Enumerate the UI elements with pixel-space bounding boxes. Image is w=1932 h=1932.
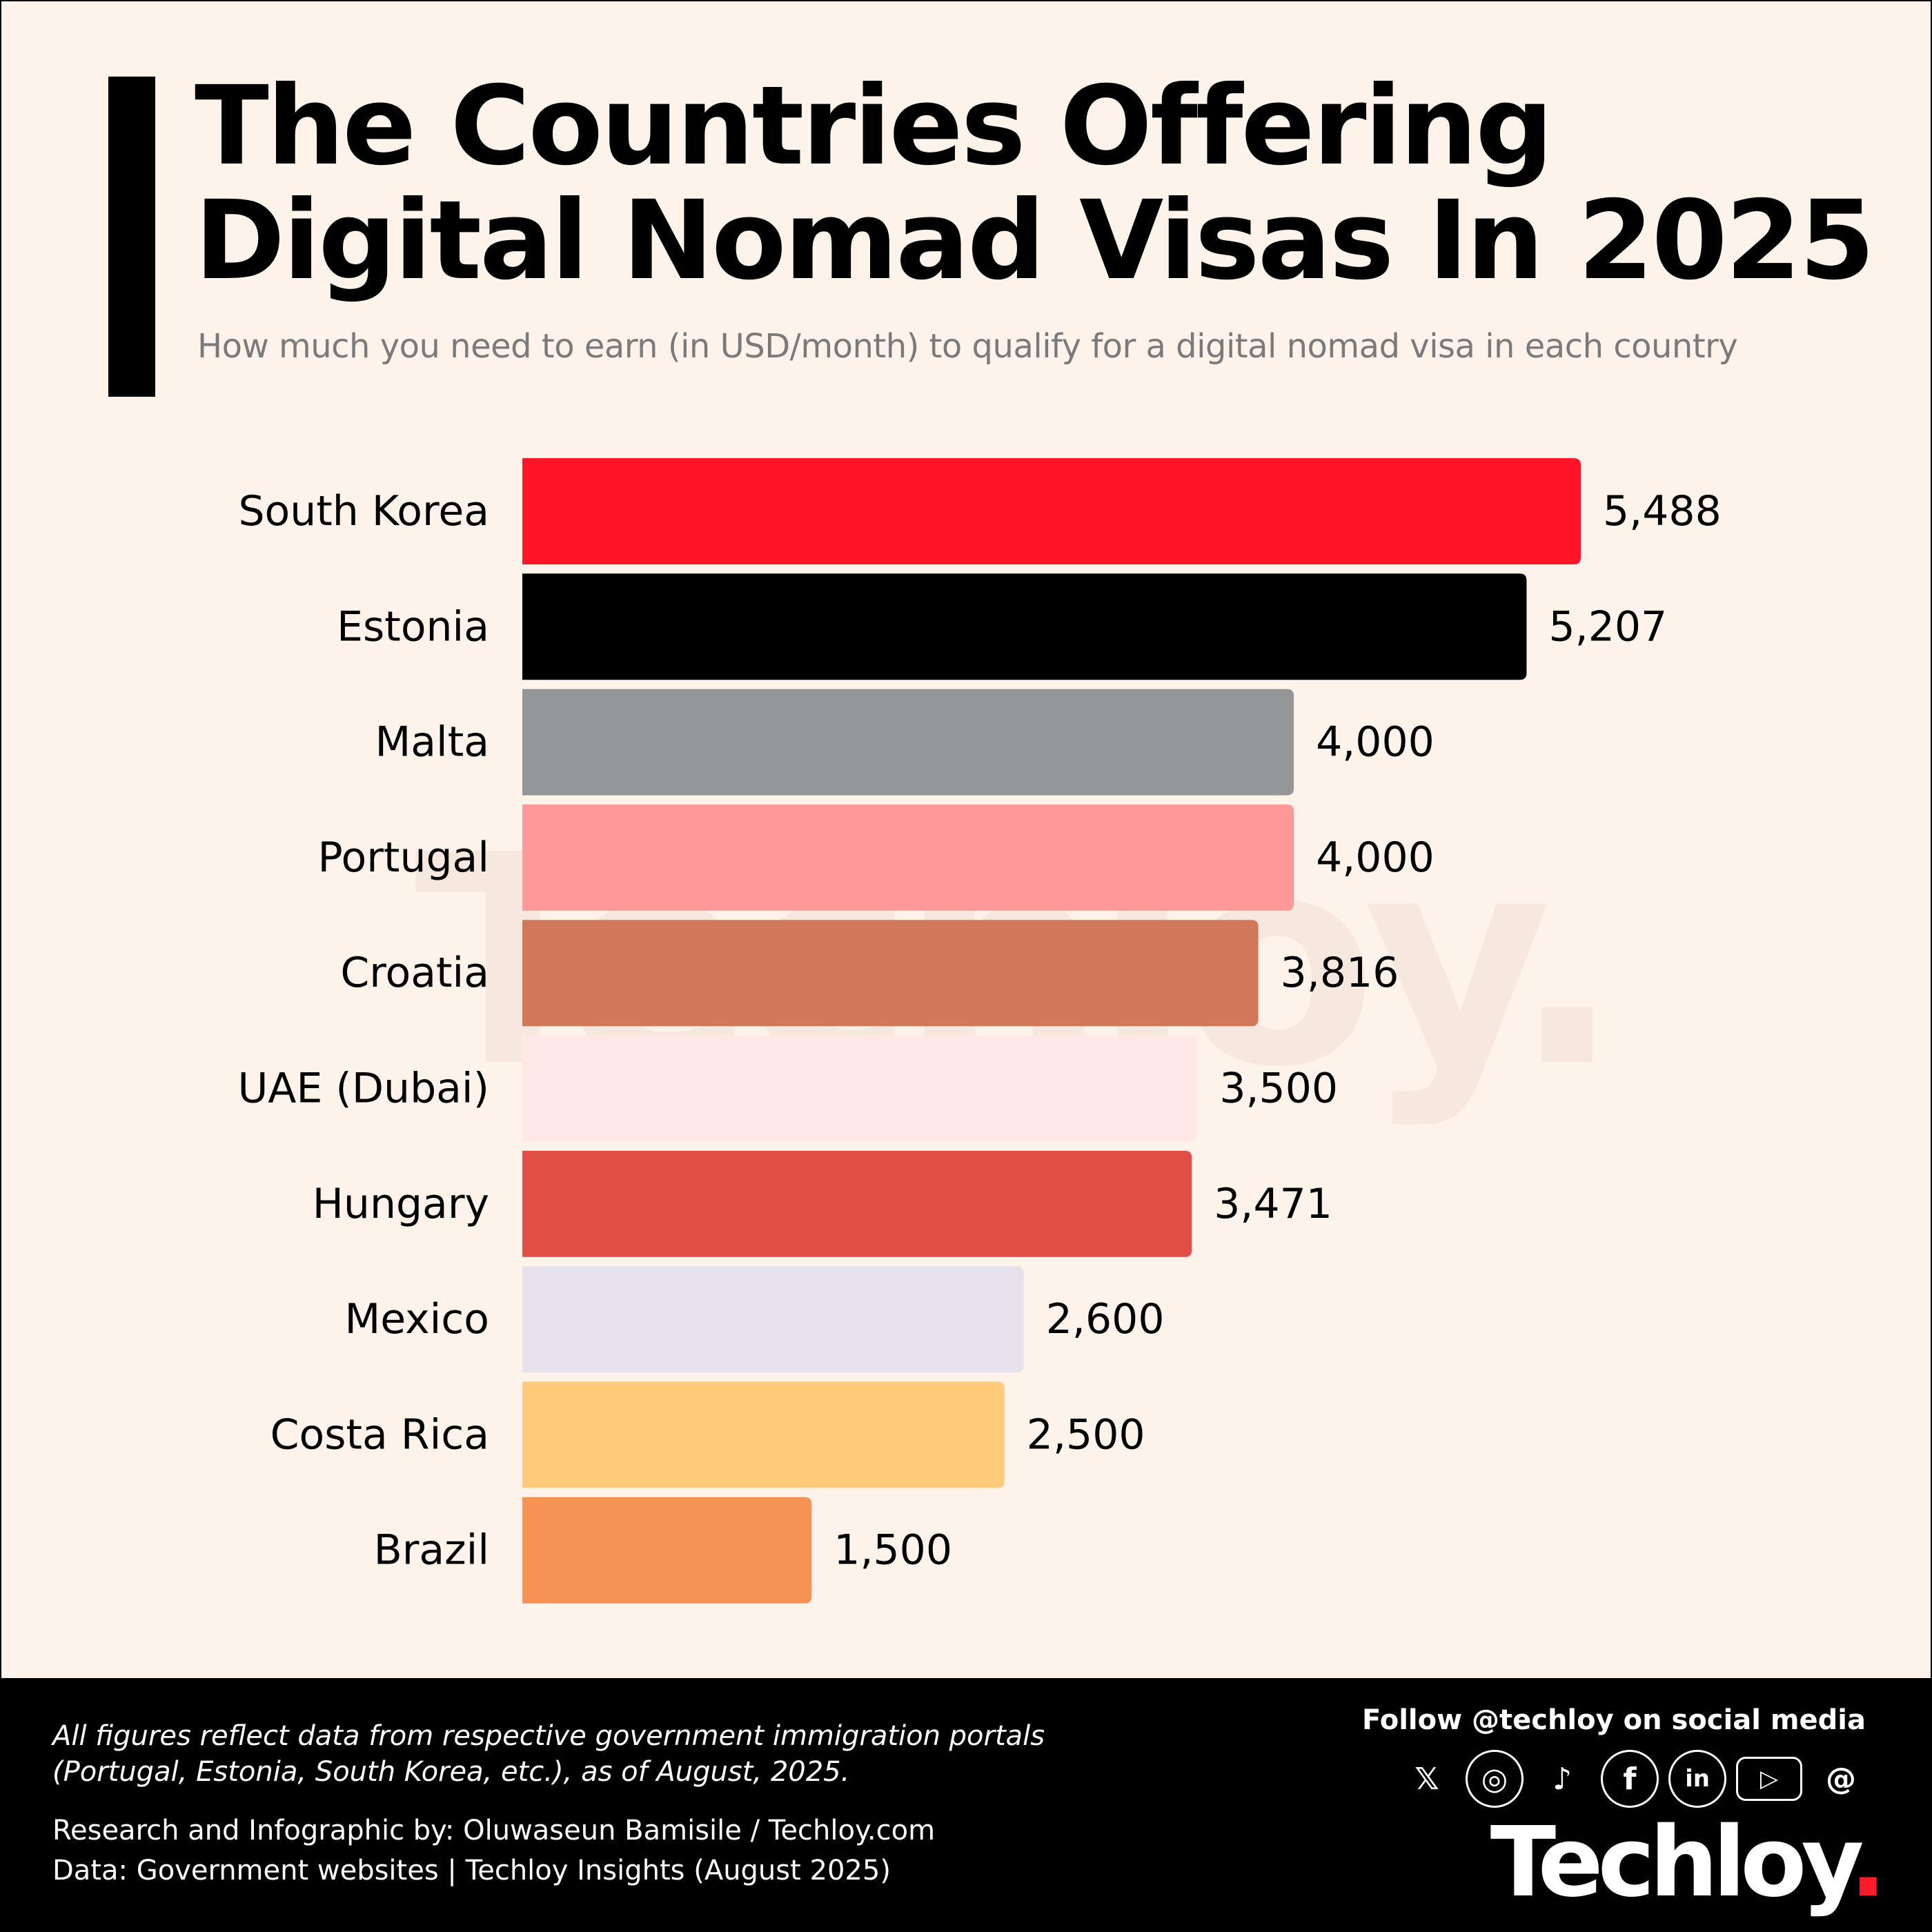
category-label: Costa Rica — [270, 1410, 489, 1459]
bar-portugal — [522, 804, 1294, 911]
value-label: 4,000 — [1316, 834, 1435, 882]
social-icons: 𝕏 ◎ ♪ f in ▷ @ — [1398, 1750, 1870, 1808]
category-label: Portugal — [318, 834, 490, 882]
bar-chart: South Korea 5,488 Estonia 5,207 Malta 4,000 Po… — [237, 458, 1722, 1604]
bar-south-korea — [522, 458, 1581, 564]
value-label: 5,488 — [1603, 487, 1722, 535]
note-line-2: (Portugal, Estonia, South Korea, etc.), … — [52, 1756, 850, 1788]
tiktok-icon[interactable]: ♪ — [1552, 1761, 1573, 1797]
bar-uae-dubai — [522, 1035, 1198, 1142]
value-label: 3,500 — [1219, 1065, 1338, 1113]
title-line-2: Digital Nomad Visas In 2025 — [195, 177, 1875, 304]
youtube-icon[interactable]: ▷ — [1736, 1757, 1802, 1801]
bar-costa-rica — [522, 1381, 1005, 1488]
category-label: UAE (Dubai) — [237, 1065, 489, 1113]
title-line-1: The Countries Offering — [195, 63, 1553, 190]
category-label: Croatia — [340, 949, 489, 997]
category-label: Hungary — [313, 1180, 489, 1228]
footer: All figures reflect data from respective… — [0, 1678, 1932, 1932]
category-label: Brazil — [374, 1526, 489, 1575]
data-source: Data: Government websites | Techloy Insi… — [52, 1855, 891, 1886]
title-accent-bar — [108, 77, 155, 397]
author-credit: Research and Infographic by: Oluwaseun B… — [52, 1815, 936, 1846]
instagram-icon[interactable]: ◎ — [1466, 1750, 1524, 1808]
bar-brazil — [522, 1497, 812, 1604]
footer-note: All figures reflect data from respective… — [52, 1718, 1045, 1790]
x-icon[interactable]: 𝕏 — [1414, 1761, 1439, 1797]
bar-hungary — [522, 1150, 1192, 1257]
follow-text: Follow @techloy on social media — [1362, 1704, 1866, 1736]
linkedin-icon[interactable]: in — [1668, 1750, 1726, 1808]
bar-malta — [522, 689, 1294, 796]
category-label: Estonia — [337, 602, 489, 651]
category-label: South Korea — [238, 487, 489, 535]
category-label: Mexico — [344, 1295, 489, 1343]
bar-mexico — [522, 1266, 1024, 1373]
value-label: 5,207 — [1548, 602, 1667, 651]
value-label: 3,471 — [1214, 1180, 1332, 1228]
value-label: 3,816 — [1281, 949, 1399, 997]
page-title: The Countries Offering Digital Nomad Vis… — [195, 63, 1875, 304]
value-label: 2,600 — [1046, 1295, 1165, 1343]
facebook-icon[interactable]: f — [1601, 1750, 1659, 1808]
bar-estonia — [522, 573, 1527, 680]
techloy-logo: Techloy. — [1490, 1806, 1886, 1919]
subtitle: How much you need to earn (in USD/month)… — [197, 327, 1738, 366]
credits: Research and Infographic by: Oluwaseun B… — [52, 1811, 935, 1891]
note-line-1: All figures reflect data from respective… — [52, 1720, 1045, 1752]
value-label: 4,000 — [1316, 718, 1435, 767]
value-label: 1,500 — [834, 1526, 952, 1575]
value-label: 2,500 — [1027, 1410, 1145, 1459]
threads-icon[interactable]: @ — [1826, 1761, 1856, 1797]
category-label: Malta — [375, 718, 490, 767]
bar-croatia — [522, 920, 1259, 1027]
